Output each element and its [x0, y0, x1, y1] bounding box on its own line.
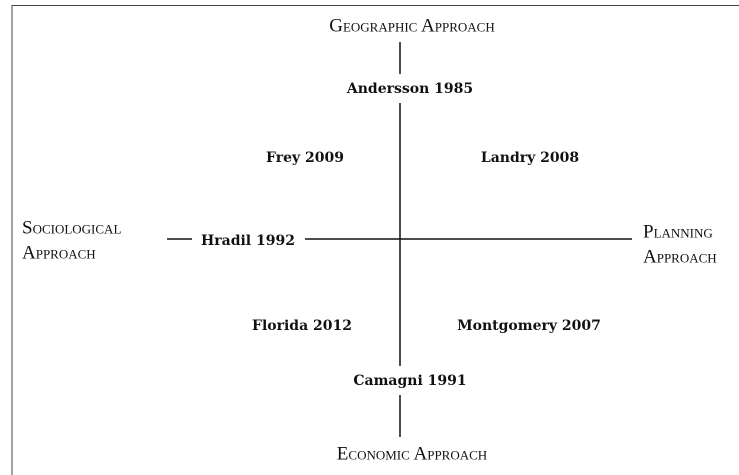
author: Florida 2012 [252, 318, 352, 334]
author: Landry 2008 [481, 150, 579, 166]
axis-label: Planning [643, 221, 713, 242]
author: Hradil 1992 [201, 233, 295, 249]
author: Andersson 1985 [346, 81, 473, 97]
axis-label: Economic Approach [337, 443, 487, 464]
author: Camagni 1991 [353, 373, 466, 389]
author: Frey 2009 [266, 150, 344, 166]
axis-label: Approach [22, 242, 96, 263]
frame [11, 5, 739, 475]
axis-label: Sociological [22, 217, 121, 238]
axis-label: Geographic Approach [329, 15, 495, 36]
axis-label: Approach [643, 246, 717, 267]
author: Montgomery 2007 [457, 318, 601, 334]
